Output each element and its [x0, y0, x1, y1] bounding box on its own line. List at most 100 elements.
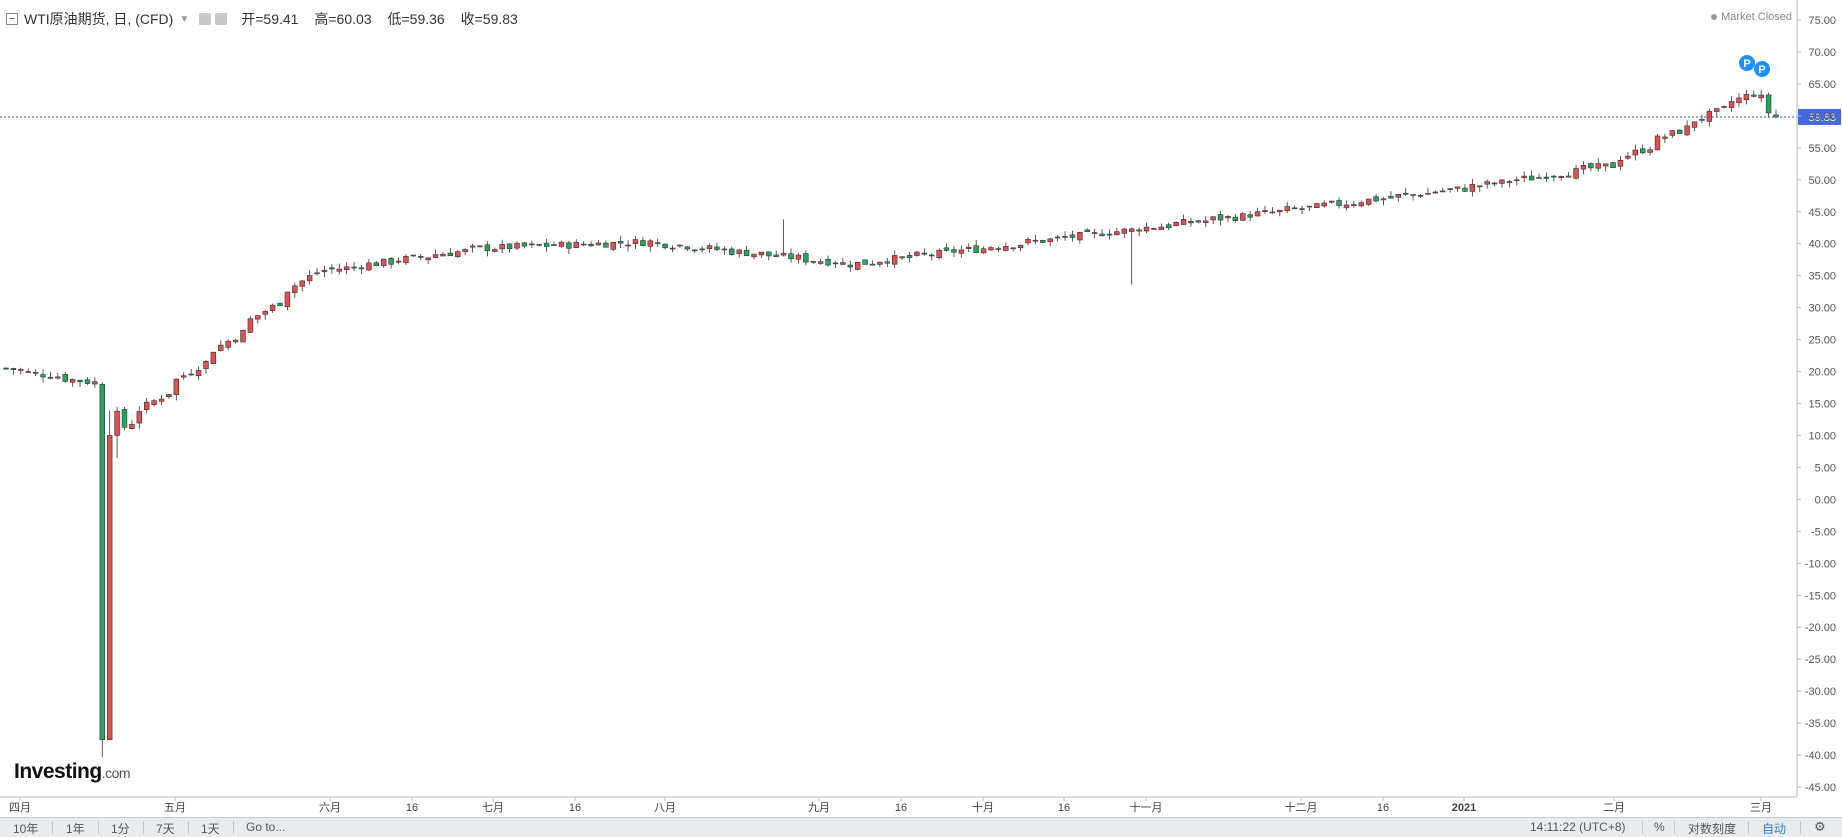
candle-body [1217, 214, 1224, 221]
gear-icon[interactable]: ⚙ [1814, 819, 1826, 834]
candle [1506, 180, 1513, 188]
candle-body [1277, 209, 1283, 213]
candle-body [951, 249, 957, 253]
auto-scale-toggle[interactable]: 自动 [1762, 822, 1787, 836]
candle-body [158, 398, 165, 402]
candle [1225, 215, 1231, 223]
goto-date-button[interactable]: Go to... [246, 820, 286, 834]
log-scale-toggle[interactable]: 对数刻度 [1688, 822, 1737, 836]
candle [543, 238, 550, 252]
candle [262, 309, 268, 320]
candle [173, 378, 180, 401]
candlestick-chart[interactable]: 59.83 P P 75.00 70.00 65.00 60.00 55.00 50.00 45… [0, 0, 1842, 817]
candle-body [1010, 247, 1016, 250]
candle-body [1765, 94, 1772, 114]
candle-body [447, 252, 454, 256]
candle [47, 371, 54, 380]
candle-body [136, 411, 143, 424]
settings-icon[interactable] [215, 13, 228, 25]
candle [795, 252, 802, 264]
p-marker [1754, 61, 1770, 77]
candle [1210, 216, 1216, 225]
candle-body [1099, 233, 1105, 237]
candle-body [906, 255, 913, 258]
candle-body [1617, 159, 1624, 167]
candle-body [514, 242, 520, 249]
candle-body [1173, 222, 1179, 227]
range-1d-button[interactable]: 1天 [201, 822, 220, 836]
close-value: 59.83 [482, 11, 518, 27]
candle [455, 249, 461, 259]
candle [181, 372, 187, 380]
candle-body [1262, 210, 1268, 212]
candle [1440, 187, 1446, 193]
candle [1380, 197, 1387, 206]
candle-body [1639, 148, 1646, 154]
visibility-icon[interactable] [199, 13, 212, 25]
candle [617, 235, 624, 249]
candle [1336, 197, 1342, 209]
candle [395, 257, 402, 265]
candle [1580, 161, 1587, 175]
candle-body [1232, 216, 1239, 221]
candle [210, 351, 217, 364]
candle-body [462, 249, 468, 253]
candle [1254, 207, 1261, 217]
range-1y-button[interactable]: 1年 [66, 822, 85, 836]
instrument-title[interactable]: WTI原油期货, 日, (CFD) [24, 11, 174, 27]
candle [84, 377, 91, 385]
candle-body [1514, 179, 1520, 182]
candle-body [210, 351, 217, 364]
range-10y-button[interactable]: 10年 [13, 822, 39, 836]
y-tick-label: -45.00 [1805, 782, 1836, 794]
collapse-icon[interactable] [6, 13, 18, 25]
candle [847, 260, 853, 272]
candle [1706, 108, 1713, 127]
candle-body [410, 254, 417, 257]
range-7d-button[interactable]: 7天 [156, 822, 175, 836]
candle-body [1047, 238, 1053, 243]
candle [1565, 171, 1572, 178]
candle-body [1314, 203, 1320, 209]
y-tick-label: 40.00 [1808, 239, 1836, 251]
candle-body [536, 244, 542, 246]
candle [1158, 223, 1165, 230]
candle [825, 255, 831, 267]
market-status: Market Closed [1711, 11, 1792, 23]
candle [106, 410, 113, 741]
overlay-layer: 59.83 P P [0, 55, 1841, 125]
candle [1751, 90, 1757, 98]
candle [773, 250, 779, 258]
candle-body [869, 263, 876, 266]
candle [1677, 129, 1683, 134]
candle [195, 366, 202, 380]
candle-body [655, 242, 661, 244]
candle-body [773, 254, 779, 257]
chevron-down-icon[interactable]: ▼ [179, 13, 190, 25]
close-label: 收= [460, 11, 483, 27]
candle-body [1551, 175, 1557, 178]
candle [1536, 173, 1542, 179]
candle [921, 248, 928, 256]
candle-body [573, 241, 579, 249]
candle-body [988, 247, 994, 251]
candle [1514, 176, 1520, 186]
candle [1365, 198, 1372, 206]
candle-body [403, 255, 409, 264]
candle [477, 245, 483, 248]
clock-text: 14:11:22 (UTC+8) [1530, 820, 1626, 834]
candle [425, 257, 431, 265]
candle-body [69, 379, 76, 383]
y-tick-label: -35.00 [1805, 718, 1836, 730]
candle-body [425, 257, 431, 261]
candle [551, 242, 557, 247]
candle-body [336, 268, 342, 272]
candle-body [1077, 232, 1083, 241]
candle-body [1543, 176, 1550, 179]
candle-body [1691, 121, 1698, 128]
percent-toggle[interactable]: % [1654, 820, 1665, 834]
candle-body [588, 243, 594, 247]
range-1min-button[interactable]: 1分 [111, 822, 130, 836]
candle-body [647, 240, 654, 247]
candle-body [455, 251, 461, 258]
